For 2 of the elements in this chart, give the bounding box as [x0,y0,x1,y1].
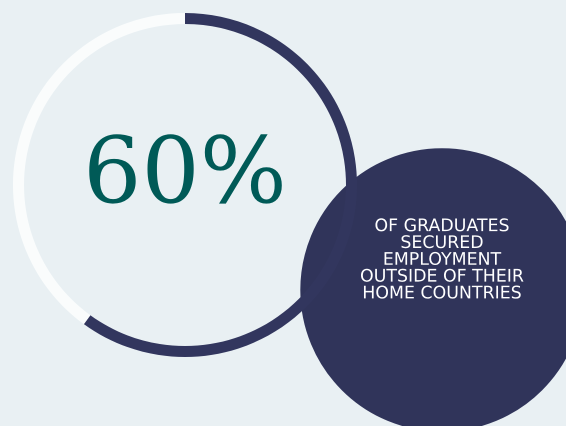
data-label: 60% [89,134,282,204]
text: OF GRADUATES SECURED EMPLOYMENT OUTSIDE OF THEIR HOME COUNTRIES [360,218,524,299]
